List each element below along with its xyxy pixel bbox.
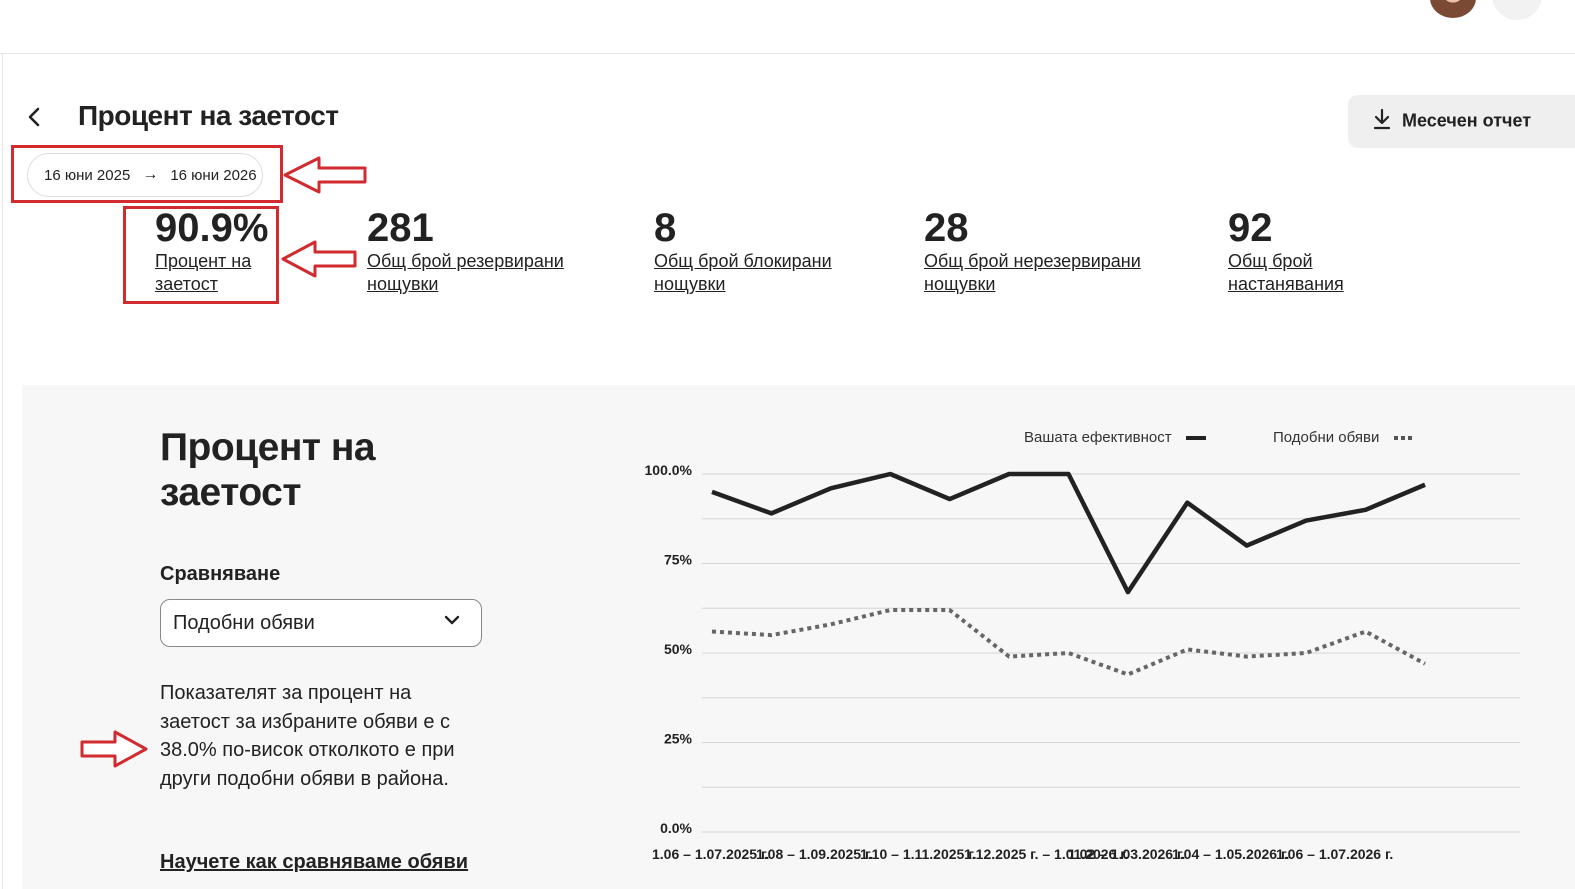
- x-tick-label: 1.02 – 1.03.2026 г.: [1068, 846, 1185, 862]
- stat-label-link[interactable]: Общ брой нерезервирани нощувки: [924, 251, 1141, 294]
- date-start: 16 юни 2025: [44, 166, 131, 184]
- x-tick-label: 1.12.2025 г. – 1.01.2026 г.: [964, 846, 1129, 862]
- stat-value: 281: [367, 206, 434, 250]
- chevron-down-icon: [443, 611, 461, 635]
- legend-solid-swatch: [1185, 436, 1206, 441]
- legend-label: Вашата ефективност: [1024, 429, 1172, 446]
- compare-dropdown[interactable]: Подобни обяви: [160, 599, 482, 647]
- annotation-arrow-left-icon: [281, 240, 357, 278]
- divider: [2, 54, 3, 889]
- legend-similar-listings: Подобни обяви: [1273, 429, 1414, 446]
- y-tick-label: 25%: [664, 731, 693, 747]
- x-tick-label: 1.04 – 1.05.2026 г.: [1172, 846, 1289, 862]
- stat-check-ins: 92 Общ брой настанявания: [1228, 206, 1378, 296]
- description-highlight: с 38.0% по-висок: [160, 710, 451, 762]
- download-icon: [1372, 108, 1394, 135]
- arrow-right-icon: →: [142, 166, 159, 183]
- date-range-picker[interactable]: 16 юни 2025 → 16 юни 2026: [27, 153, 263, 197]
- series-line-your-performance: [711, 471, 1426, 595]
- x-tick-label: 1.08 – 1.09.2025 г.: [756, 846, 873, 862]
- y-tick-label: 75%: [664, 552, 693, 568]
- compare-selected-value: Подобни обяви: [173, 611, 315, 634]
- stat-label-link[interactable]: Общ брой резервирани нощувки: [367, 251, 564, 294]
- y-tick-label: 50%: [664, 641, 693, 657]
- stat-blocked-nights: 8 Общ брой блокирани нощувки: [654, 206, 854, 296]
- description-text: отколкото е при други подобни обяви в ра…: [160, 739, 455, 790]
- compare-label: Сравняване: [160, 563, 281, 585]
- y-tick-label: 0.0%: [660, 820, 692, 836]
- stat-value: 8: [654, 206, 677, 250]
- y-tick-label: 100.0%: [645, 462, 693, 478]
- stat-value: 28: [924, 206, 969, 250]
- legend-dotted-swatch: [1393, 436, 1414, 441]
- monthly-report-label: Месечен отчет: [1402, 110, 1532, 131]
- comparison-description: Показателят за процент на заетост за изб…: [160, 679, 480, 793]
- stat-value: 90.9%: [155, 206, 269, 250]
- stat-label-link[interactable]: Общ брой настанявания: [1228, 251, 1344, 294]
- legend-your-performance: Вашата ефективност: [1024, 429, 1206, 446]
- menu-button[interactable]: [1492, 0, 1542, 20]
- x-tick-label: 1.06 – 1.07.2025 г.: [652, 846, 769, 862]
- stat-label-link[interactable]: Процент на заетост: [155, 251, 252, 294]
- learn-comparison-link[interactable]: Научете как сравняваме обяви: [160, 851, 469, 873]
- description-text: Показателят за процент на заетост за изб…: [160, 682, 441, 733]
- page-title: Процент на заетост: [78, 100, 339, 131]
- section-title: Процент на заетост: [160, 426, 376, 514]
- x-tick-label: 1.06 – 1.07.2026 г.: [1276, 846, 1393, 862]
- stat-occupancy-rate: 90.9% Процент на заетост: [155, 206, 275, 296]
- stat-value: 92: [1228, 206, 1273, 250]
- avatar[interactable]: [1430, 0, 1476, 18]
- stat-label-link[interactable]: Общ брой блокирани нощувки: [654, 251, 832, 294]
- stat-booked-nights: 281 Общ брой резервирани нощувки: [367, 206, 587, 296]
- chevron-left-icon: [28, 107, 40, 127]
- series-line-similar-listings: [711, 608, 1426, 677]
- x-tick-label: 1.10 – 1.11.2025 г.: [860, 846, 977, 862]
- date-end: 16 юни 2026: [170, 166, 257, 184]
- monthly-report-button[interactable]: Месечен отчет: [1348, 95, 1575, 148]
- back-button[interactable]: [24, 104, 52, 134]
- legend-label: Подобни обяви: [1273, 429, 1380, 446]
- occupancy-line-chart: 100.0%75%50%25%0.0%1.06 – 1.07.2025 г.1.…: [645, 462, 1520, 862]
- annotation-arrow-left-icon: [283, 156, 367, 194]
- top-navigation-bar: [0, 0, 1575, 54]
- stat-unbooked-nights: 28 Общ брой нерезервирани нощувки: [924, 206, 1164, 296]
